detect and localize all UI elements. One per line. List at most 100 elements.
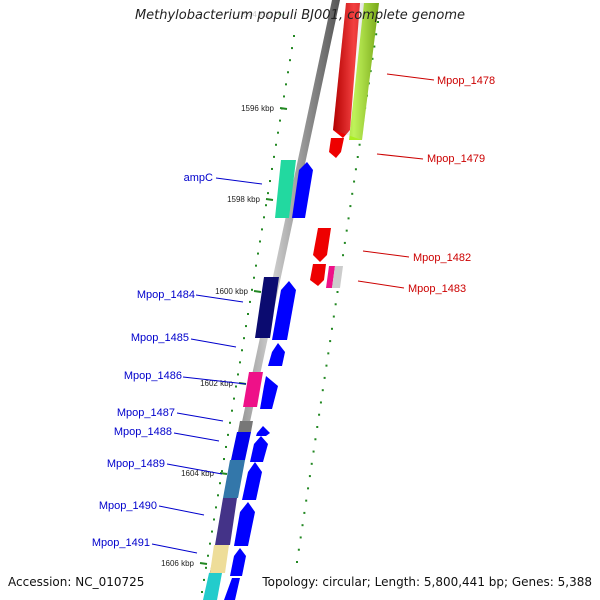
right-track-dot	[321, 389, 324, 392]
gene-label-mpop-1485[interactable]: Mpop_1485	[131, 332, 189, 344]
gene-mpop-1485-arrow[interactable]	[268, 343, 285, 366]
left-track-dot	[207, 554, 209, 557]
left-track-dot	[205, 566, 207, 569]
gene-partial-arrow[interactable]	[224, 578, 240, 600]
gene-label-mpop-1487[interactable]: Mpop_1487	[117, 407, 175, 419]
right-track-dot	[377, 21, 379, 23]
left-track-dot	[245, 325, 247, 328]
gene-mpop-1489-arrow[interactable]	[242, 462, 262, 500]
gene-mpop-1483-arrow[interactable]	[310, 264, 326, 286]
leader-mpop-1479	[376, 153, 424, 160]
right-track-dot	[308, 475, 311, 478]
right-track-dot	[299, 536, 302, 539]
left-track-dot	[253, 276, 255, 279]
leader-mpop-1487	[176, 412, 224, 422]
left-track-dot	[247, 313, 249, 315]
right-track-dot	[347, 217, 350, 220]
gene-mpop-1486-box[interactable]	[243, 372, 263, 407]
leader-mpop-1482	[362, 250, 410, 258]
gene-label-mpop-1489[interactable]: Mpop_1489	[107, 458, 165, 470]
gene-label-mpop-1490[interactable]: Mpop_1490	[99, 500, 157, 512]
right-track-dot	[334, 303, 337, 306]
left-track-dot	[229, 421, 231, 424]
leader-mpop-1483	[357, 280, 405, 289]
gene-mpop-1488-box[interactable]	[231, 432, 251, 460]
gene-label-mpop-1486[interactable]: Mpop_1486	[124, 370, 182, 382]
right-track-dot	[307, 487, 310, 490]
left-track-dot	[265, 204, 267, 207]
right-track-dot	[316, 426, 319, 428]
right-track-dot	[371, 57, 374, 60]
left-track-dot	[249, 300, 251, 303]
left-track-dot	[255, 264, 257, 267]
left-track-dot	[285, 83, 287, 86]
right-track-dot	[351, 192, 354, 195]
gene-mpop-1490-arrow[interactable]	[234, 502, 255, 546]
left-track-dot	[211, 530, 213, 533]
gene-label-mpop-1478[interactable]: Mpop_1478	[437, 75, 495, 87]
left-track-dot	[219, 482, 221, 485]
right-track-dot	[303, 511, 306, 514]
right-track-dot	[319, 401, 322, 404]
gene-mpop-1483-stripe-b[interactable]	[332, 266, 343, 288]
right-track-dot	[343, 241, 346, 244]
right-track-dot	[373, 45, 376, 48]
right-track-dot	[301, 524, 304, 527]
gene-label-mpop-1484[interactable]: Mpop_1484	[137, 289, 195, 301]
scale-label-1602: 1602 kbp	[200, 379, 233, 388]
right-track-dot	[314, 438, 317, 441]
left-track-dot	[221, 470, 223, 473]
right-track-dot	[312, 450, 315, 453]
label-leader-lines	[151, 73, 435, 554]
forward-gene-labels: Mpop_1478 Mpop_1479 Mpop_1482 Mpop_1483	[408, 75, 495, 295]
forward-gene-shapes	[310, 3, 379, 288]
gene-mpop-1491-box[interactable]	[210, 545, 229, 573]
gene-label-mpop-1479[interactable]: Mpop_1479	[427, 153, 485, 165]
gene-partial-box[interactable]	[203, 573, 222, 600]
right-track-dot	[332, 315, 335, 318]
scale-label-1594: 1594 kbp	[239, 10, 272, 19]
right-track-dot	[342, 254, 345, 257]
left-track-dot	[257, 252, 259, 255]
right-track-dot	[297, 548, 300, 551]
gene-mpop-1484-box[interactable]	[255, 277, 279, 338]
gene-mpop-1487-arrow[interactable]	[256, 426, 270, 436]
gene-mpop-1479-arrow[interactable]	[329, 138, 344, 158]
leader-mpop-1485	[190, 338, 237, 348]
gene-mpop-1484-arrow[interactable]	[272, 281, 296, 340]
right-track-dot	[327, 352, 330, 355]
left-track-dot	[237, 373, 239, 376]
scale-label-1596: 1596 kbp	[241, 104, 274, 113]
gene-label-mpop-1488[interactable]: Mpop_1488	[114, 426, 172, 438]
left-track-dot	[215, 506, 217, 509]
right-track-dot	[325, 364, 328, 367]
leader-mpop-1486	[182, 376, 247, 385]
right-track-dot	[375, 33, 378, 36]
gene-ampc-box[interactable]	[275, 160, 296, 218]
gene-mpop-1490-box[interactable]	[215, 498, 237, 545]
gene-mpop-1482-arrow[interactable]	[313, 228, 331, 262]
scale-label-1606: 1606 kbp	[161, 559, 194, 568]
gene-mpop-1489-box[interactable]	[223, 460, 245, 498]
left-track-dot	[293, 35, 295, 37]
right-track-dot	[336, 291, 339, 293]
tick-tracks	[201, 21, 379, 593]
gene-label-mpop-1482[interactable]: Mpop_1482	[413, 252, 471, 264]
left-track-dot	[209, 542, 211, 545]
gene-label-ampc[interactable]: ampC	[184, 172, 213, 184]
gene-mpop-1491-arrow[interactable]	[230, 548, 246, 576]
right-track-dot	[369, 70, 372, 73]
gene-mpop-1486-arrow[interactable]	[260, 376, 278, 409]
right-track-dot	[345, 229, 348, 232]
gene-label-mpop-1491[interactable]: Mpop_1491	[92, 537, 150, 549]
gene-mpop-1488-arrow[interactable]	[250, 436, 268, 462]
gene-ampc-arrow[interactable]	[292, 162, 313, 218]
gene-mpop-1487-box[interactable]	[238, 421, 253, 432]
left-track-dot	[279, 119, 281, 122]
leader-mpop-1484	[195, 294, 244, 303]
left-track-dot	[277, 131, 279, 134]
major-tick-1606	[199, 562, 208, 565]
left-track-dot	[271, 167, 273, 170]
left-track-dot	[201, 591, 203, 593]
gene-label-mpop-1483[interactable]: Mpop_1483	[408, 283, 466, 295]
